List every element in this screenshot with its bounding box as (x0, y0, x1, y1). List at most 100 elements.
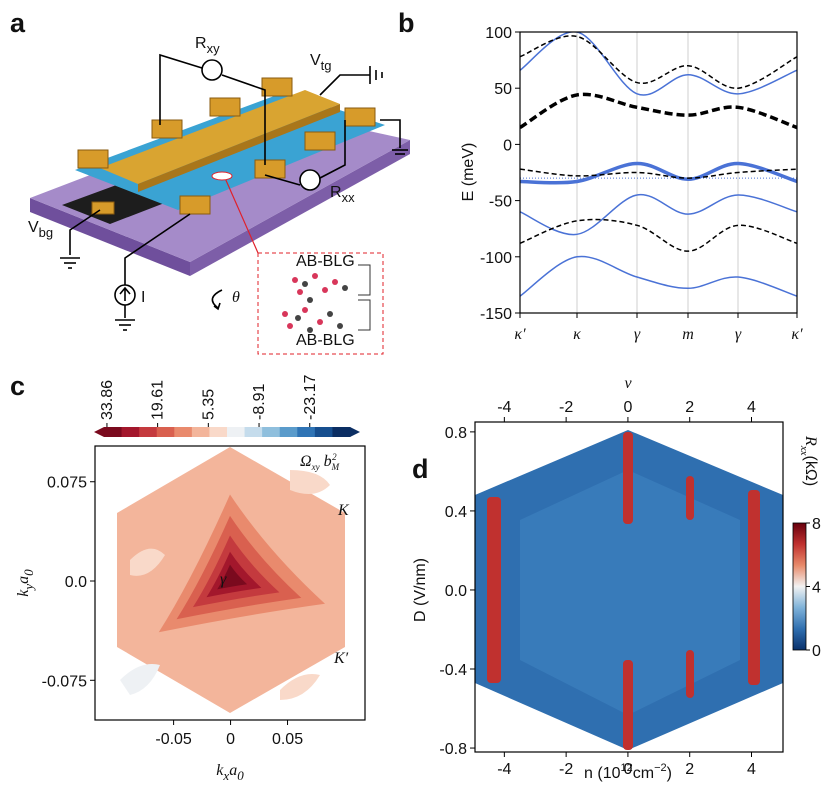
colorbar-segment (332, 427, 351, 437)
colorbar-tick-label: 8 (812, 516, 821, 533)
colorbar-segment (191, 427, 210, 437)
x-tick-label: κ′ (514, 326, 526, 343)
x2-tick-label: 0 (623, 399, 632, 416)
y-tick-label: -0.8 (439, 741, 467, 758)
x-tick-label: 0.05 (272, 731, 303, 748)
y-tick-label: 0.0 (65, 574, 87, 591)
colorbar-end (350, 427, 360, 437)
colorbar-tick-label: 4 (812, 580, 821, 597)
y-tick-label: -0.075 (42, 673, 87, 690)
annotation: γ (220, 571, 227, 588)
x-tick-label: -4 (497, 761, 511, 778)
contour-region (290, 470, 330, 494)
contour-region (130, 548, 165, 576)
band (520, 92, 797, 130)
contour-region (280, 674, 320, 700)
colorbar-segment (279, 427, 298, 437)
panel-label: d (412, 454, 429, 484)
colorbar-segment (156, 427, 175, 437)
colorbar-segment (139, 427, 158, 437)
contour-plot (117, 447, 345, 713)
colorbar-tick-label: 33.86 (99, 380, 116, 420)
resistance-peak (686, 650, 694, 698)
x-tick-label: 0 (226, 731, 235, 748)
band (520, 35, 797, 89)
heatmap (475, 430, 783, 750)
band (520, 168, 797, 179)
colorbar-tick-label: 0 (812, 643, 821, 660)
resistance-peak (623, 660, 633, 750)
x2-tick-label: 4 (747, 399, 756, 416)
x-tick-label: 2 (685, 761, 694, 778)
x2-tick-label: -2 (559, 399, 573, 416)
resistance-peak (487, 497, 501, 683)
axes-frame (94, 445, 366, 721)
x-axis-label: n (1012cm−2) (584, 762, 672, 782)
resistance-peak (748, 490, 760, 685)
label-angle: θ (232, 289, 240, 306)
contour-region (217, 564, 248, 590)
colorbar-tick-label: 19.61 (150, 380, 167, 420)
x-tick-label: -0.05 (155, 731, 192, 748)
hexagon-core (520, 470, 740, 715)
y-axis-label: kya0 (15, 569, 36, 597)
x2-axis-label: ν (624, 375, 632, 392)
y-tick-label: -100 (480, 250, 512, 267)
colorbar-segment (262, 427, 281, 437)
colorbar-end (94, 427, 104, 437)
layer-label: AB-BLG (296, 332, 355, 349)
y-tick-label: 0.0 (445, 583, 467, 600)
x-tick-label: κ′ (791, 326, 803, 343)
y-tick-label: 100 (485, 25, 512, 42)
colorbar-segment (121, 427, 140, 437)
y-tick-label: -150 (480, 306, 512, 323)
band (520, 32, 797, 96)
y-tick-label: -0.4 (439, 662, 467, 679)
colorbar-tick-label: -23.17 (302, 375, 319, 420)
y-axis-label: E (meV) (460, 143, 477, 202)
resistance-peak (686, 476, 694, 520)
colorbar-segment (104, 427, 123, 437)
axes-frame (474, 421, 784, 753)
x2-tick-label: -4 (497, 399, 511, 416)
colorbar-segment (209, 427, 228, 437)
colorbar-segment (174, 427, 193, 437)
x2-tick-label: 2 (685, 399, 694, 416)
x-tick-label: γ (634, 326, 641, 343)
colorbar-segment (227, 427, 246, 437)
band (520, 255, 797, 297)
x-tick-label: γ (735, 326, 742, 343)
y-tick-label: 0.075 (47, 475, 87, 492)
colorbar-segment (314, 427, 333, 437)
label-rxx: Rxx (330, 184, 355, 205)
x-tick-label: -2 (559, 761, 573, 778)
resistance-peak (623, 432, 633, 524)
colorbar-tick-label: -8.91 (251, 383, 268, 420)
label-current: I (141, 289, 145, 306)
band (520, 218, 797, 252)
axes-frame (519, 31, 798, 314)
x-tick-label: κ (573, 326, 581, 343)
contour-region (120, 664, 160, 695)
annotation: K (337, 502, 350, 519)
label-vtg: Vtg (310, 52, 332, 73)
colorbar-label: Ωxy bM2 (300, 452, 340, 472)
colorbar-tick-label: 5.35 (200, 389, 217, 420)
panel-label: b (398, 8, 415, 38)
y-tick-label: -50 (489, 194, 512, 211)
colorbar-segment (297, 427, 316, 437)
band (520, 194, 797, 236)
y-tick-label: 0.8 (445, 425, 467, 442)
x-axis-label: kxa0 (216, 762, 244, 783)
device-diagram (30, 53, 410, 355)
band (520, 161, 797, 185)
annotation: K′ (333, 650, 349, 667)
x-tick-label: 4 (747, 761, 756, 778)
y-tick-label: 0 (503, 137, 512, 154)
y-axis-label: D (V/nm) (412, 558, 429, 622)
label-rxy: Rxy (195, 35, 220, 56)
panel-label: c (10, 371, 25, 401)
layer-label: AB-BLG (296, 253, 355, 270)
x-tick-label: 0 (623, 761, 632, 778)
colorbar-label: Rxx(kΩ) (798, 435, 819, 486)
